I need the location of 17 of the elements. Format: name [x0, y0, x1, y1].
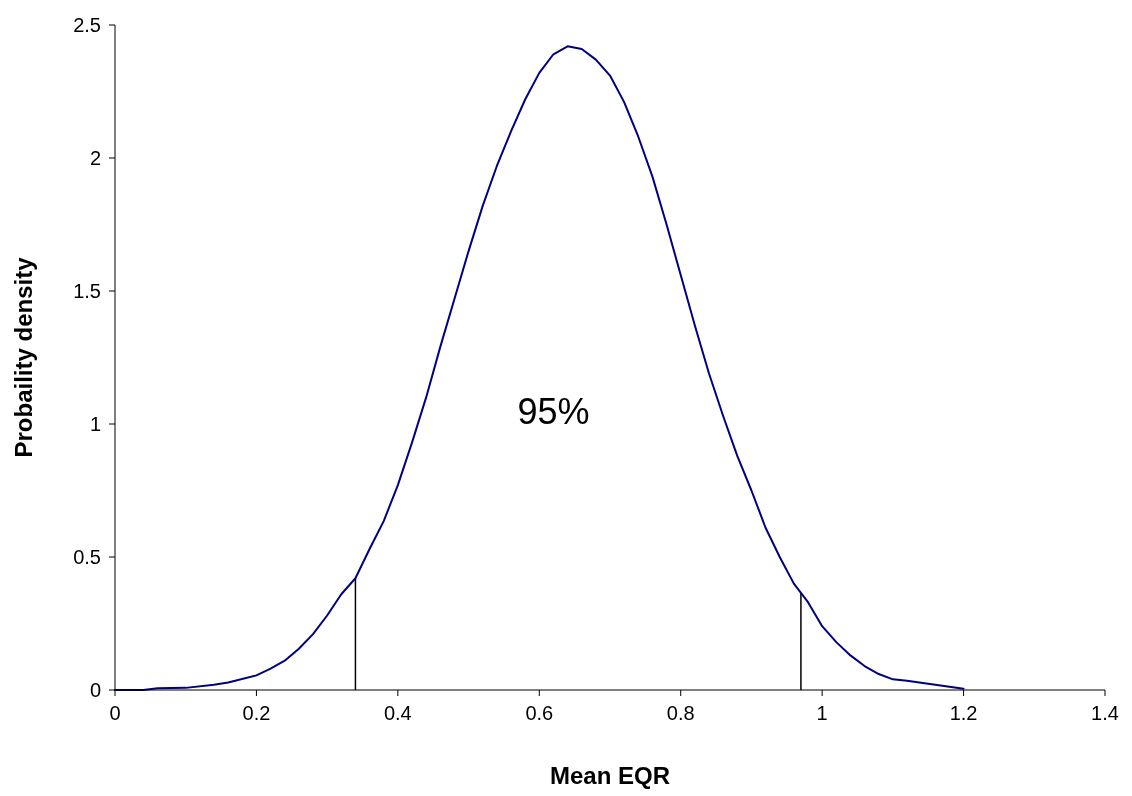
x-tick-label: 1.2: [949, 702, 978, 724]
x-tick-label: 1.4: [1091, 702, 1119, 724]
y-tick-label: 0.5: [73, 546, 101, 568]
x-axis-title: Mean EQR: [549, 762, 671, 789]
x-tick-label: 1: [816, 702, 828, 724]
x-tick-label: 0.2: [242, 702, 271, 724]
y-tick-label: 2: [89, 147, 101, 169]
y-tick-label: 2.5: [73, 14, 101, 36]
x-tick-label: 0.8: [666, 702, 695, 724]
x-tick-label: 0.4: [383, 702, 412, 724]
x-tick-label: 0.6: [525, 702, 554, 724]
y-axis-title: Probaility density: [10, 256, 37, 458]
y-tick-label: 1: [89, 413, 101, 435]
y-tick-label: 1.5: [73, 280, 101, 302]
annotation: 95%: [517, 391, 590, 432]
x-tick-label: 0: [109, 702, 121, 724]
y-tick-label: 0: [89, 679, 101, 701]
